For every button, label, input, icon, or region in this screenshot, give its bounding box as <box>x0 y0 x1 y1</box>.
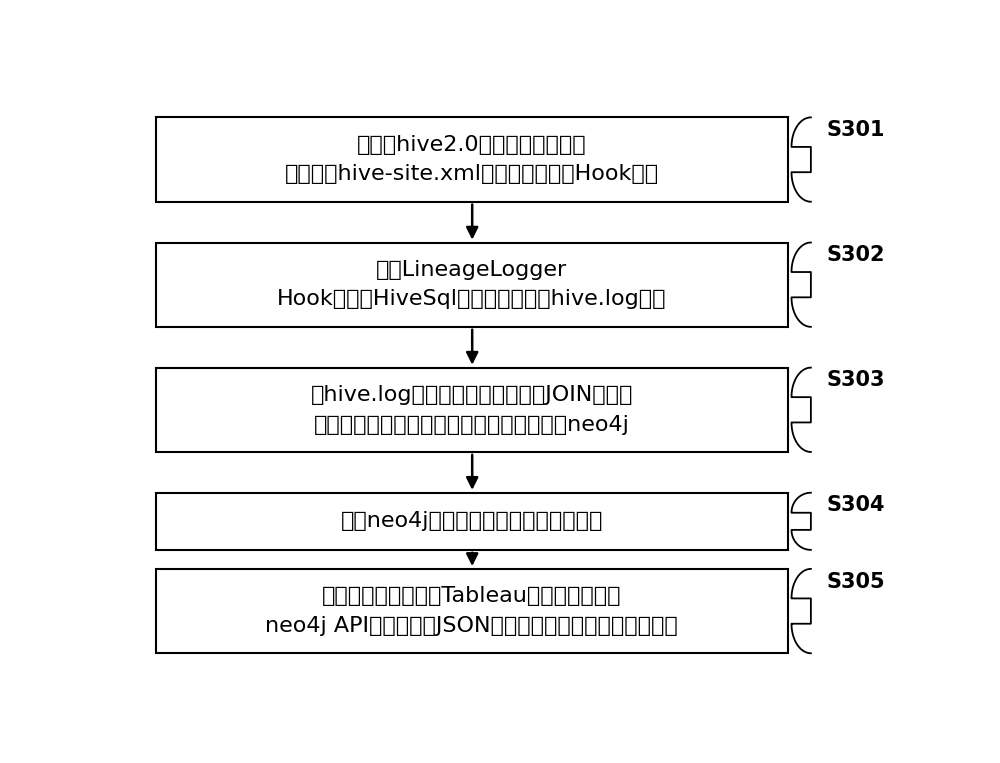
Text: 利用neo4j接口查询字段之间的依赖关系: 利用neo4j接口查询字段之间的依赖关系 <box>341 511 603 531</box>
FancyBboxPatch shape <box>156 118 788 201</box>
Text: S301: S301 <box>826 120 885 140</box>
FancyBboxPatch shape <box>156 243 788 327</box>
Text: 通过可视化展示工具Tableau，调用图数据库
neo4j API接口，解析JSON串，将数据血缘进行可视化显示: 通过可视化展示工具Tableau，调用图数据库 neo4j API接口，解析JS… <box>265 586 678 636</box>
FancyBboxPatch shape <box>156 493 788 550</box>
Text: 基于LineageLogger
Hook功能对HiveSql进行解析，生成hive.log日志: 基于LineageLogger Hook功能对HiveSql进行解析，生成hiv… <box>277 260 667 310</box>
Text: S303: S303 <box>826 370 885 391</box>
Text: 对hive.log日志进行数据清洗形成JOIN格式，
并将清洗后的数据数据导入至开源图数据库neo4j: 对hive.log日志进行数据清洗形成JOIN格式， 并将清洗后的数据数据导入至… <box>311 385 633 435</box>
FancyBboxPatch shape <box>156 569 788 653</box>
Text: S302: S302 <box>826 245 885 266</box>
FancyBboxPatch shape <box>156 368 788 452</box>
Text: 通过在hive2.0版本以上添加参数
方式配置hive-site.xml文件，同时配置Hook输出: 通过在hive2.0版本以上添加参数 方式配置hive-site.xml文件，同… <box>285 135 659 185</box>
Text: S304: S304 <box>826 495 885 516</box>
Text: S305: S305 <box>826 571 885 591</box>
